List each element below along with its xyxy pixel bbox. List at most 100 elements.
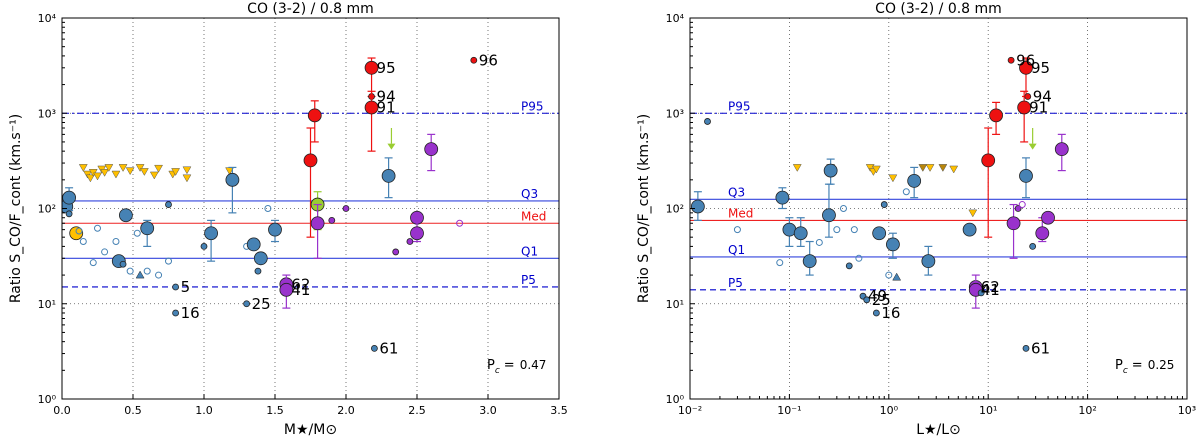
y-tick-label: 10¹ xyxy=(38,298,56,311)
stat-sub: c xyxy=(1123,366,1128,376)
data-point xyxy=(1019,157,1033,199)
data-point xyxy=(802,240,817,276)
marker xyxy=(833,226,841,234)
upper-limit-marker xyxy=(93,172,102,181)
y-tick-label: 10⁰ xyxy=(666,393,685,406)
chart-title: CO (3-2) / 0.8 mm xyxy=(247,1,374,17)
upper-limit-marker xyxy=(149,171,159,180)
marker xyxy=(863,296,871,304)
marker xyxy=(172,309,180,317)
data-point xyxy=(204,219,219,262)
data-point xyxy=(264,205,272,212)
stat-label: P xyxy=(1115,358,1123,373)
marker xyxy=(850,226,858,234)
marker xyxy=(155,271,163,279)
marker xyxy=(254,267,262,275)
upper-limit-marker xyxy=(792,164,802,172)
data-point xyxy=(1035,217,1050,243)
reference-label: Q1 xyxy=(521,244,538,258)
marker xyxy=(279,282,294,297)
data-point xyxy=(456,219,464,227)
data-point xyxy=(254,267,262,275)
marker xyxy=(885,271,893,279)
reference-label: Med xyxy=(728,206,753,220)
reference-label: Q1 xyxy=(728,243,745,257)
marker xyxy=(775,190,790,205)
reference-label: P5 xyxy=(728,276,743,290)
x-tick-label: 0.5 xyxy=(124,404,142,417)
data-point xyxy=(119,208,133,223)
point-label: 25 xyxy=(872,291,891,309)
data-point xyxy=(1041,210,1055,225)
data-point xyxy=(886,232,900,259)
data-point xyxy=(89,259,97,267)
y-tick-label: 10³ xyxy=(666,107,684,120)
data-point xyxy=(845,262,853,270)
marker xyxy=(886,237,900,252)
marker xyxy=(310,216,325,231)
point-label: 96 xyxy=(1016,51,1035,69)
marker xyxy=(815,238,823,246)
marker xyxy=(246,237,261,252)
data-point xyxy=(342,205,350,212)
data-point xyxy=(690,191,705,222)
upper-limit-marker xyxy=(154,164,163,173)
marker xyxy=(1022,344,1030,352)
upper-limit-marker xyxy=(118,164,128,172)
data-point xyxy=(140,219,155,248)
marker xyxy=(133,229,141,237)
marker xyxy=(823,163,838,178)
green-limit-arrow xyxy=(1028,128,1037,150)
marker xyxy=(392,248,400,256)
reference-label: P95 xyxy=(728,99,751,113)
x-tick-label: 10⁰ xyxy=(880,404,899,417)
data-point xyxy=(793,217,808,248)
green-limit-arrow xyxy=(387,128,396,150)
x-tick-label: 3.5 xyxy=(550,404,568,417)
marker xyxy=(872,226,887,241)
marker xyxy=(456,219,464,227)
marker xyxy=(793,226,808,241)
marker xyxy=(225,172,240,187)
upper-limit-marker xyxy=(139,168,149,176)
upper-limit-marker xyxy=(171,168,181,176)
data-point xyxy=(977,289,985,297)
marker xyxy=(370,344,378,352)
marker xyxy=(410,226,424,241)
data-point xyxy=(733,226,741,234)
marker xyxy=(268,222,282,237)
marker xyxy=(94,224,101,232)
data-point xyxy=(839,205,847,212)
data-point xyxy=(863,296,871,304)
marker xyxy=(839,205,847,212)
data-point xyxy=(921,245,936,276)
upper-limit-marker xyxy=(135,164,145,172)
data-point xyxy=(981,127,996,238)
data-point xyxy=(815,238,823,246)
upper-limit-marker xyxy=(111,170,121,179)
marker xyxy=(1041,210,1055,225)
marker xyxy=(65,210,73,218)
stat-annotation: Pc = 0.25 xyxy=(1115,358,1174,376)
marker xyxy=(1029,243,1037,250)
upper-limit-marker xyxy=(968,209,978,218)
stat-value: 0.47 xyxy=(520,358,547,372)
marker xyxy=(1019,168,1033,183)
marker xyxy=(119,260,127,268)
x-tick-label: 10³ xyxy=(1178,404,1196,417)
data-point xyxy=(907,166,922,199)
marker xyxy=(200,243,208,250)
marker xyxy=(733,226,741,234)
data-point xyxy=(424,133,439,172)
data-point xyxy=(165,257,172,265)
data-point xyxy=(75,227,83,235)
point-label: 16 xyxy=(181,304,200,322)
stat-label: P xyxy=(487,358,495,373)
plot-area xyxy=(690,18,1187,399)
marker xyxy=(165,257,172,265)
marker xyxy=(1035,226,1050,241)
reference-label: P95 xyxy=(521,99,544,113)
data-point xyxy=(1017,90,1032,143)
point-label: 91 xyxy=(377,98,396,116)
